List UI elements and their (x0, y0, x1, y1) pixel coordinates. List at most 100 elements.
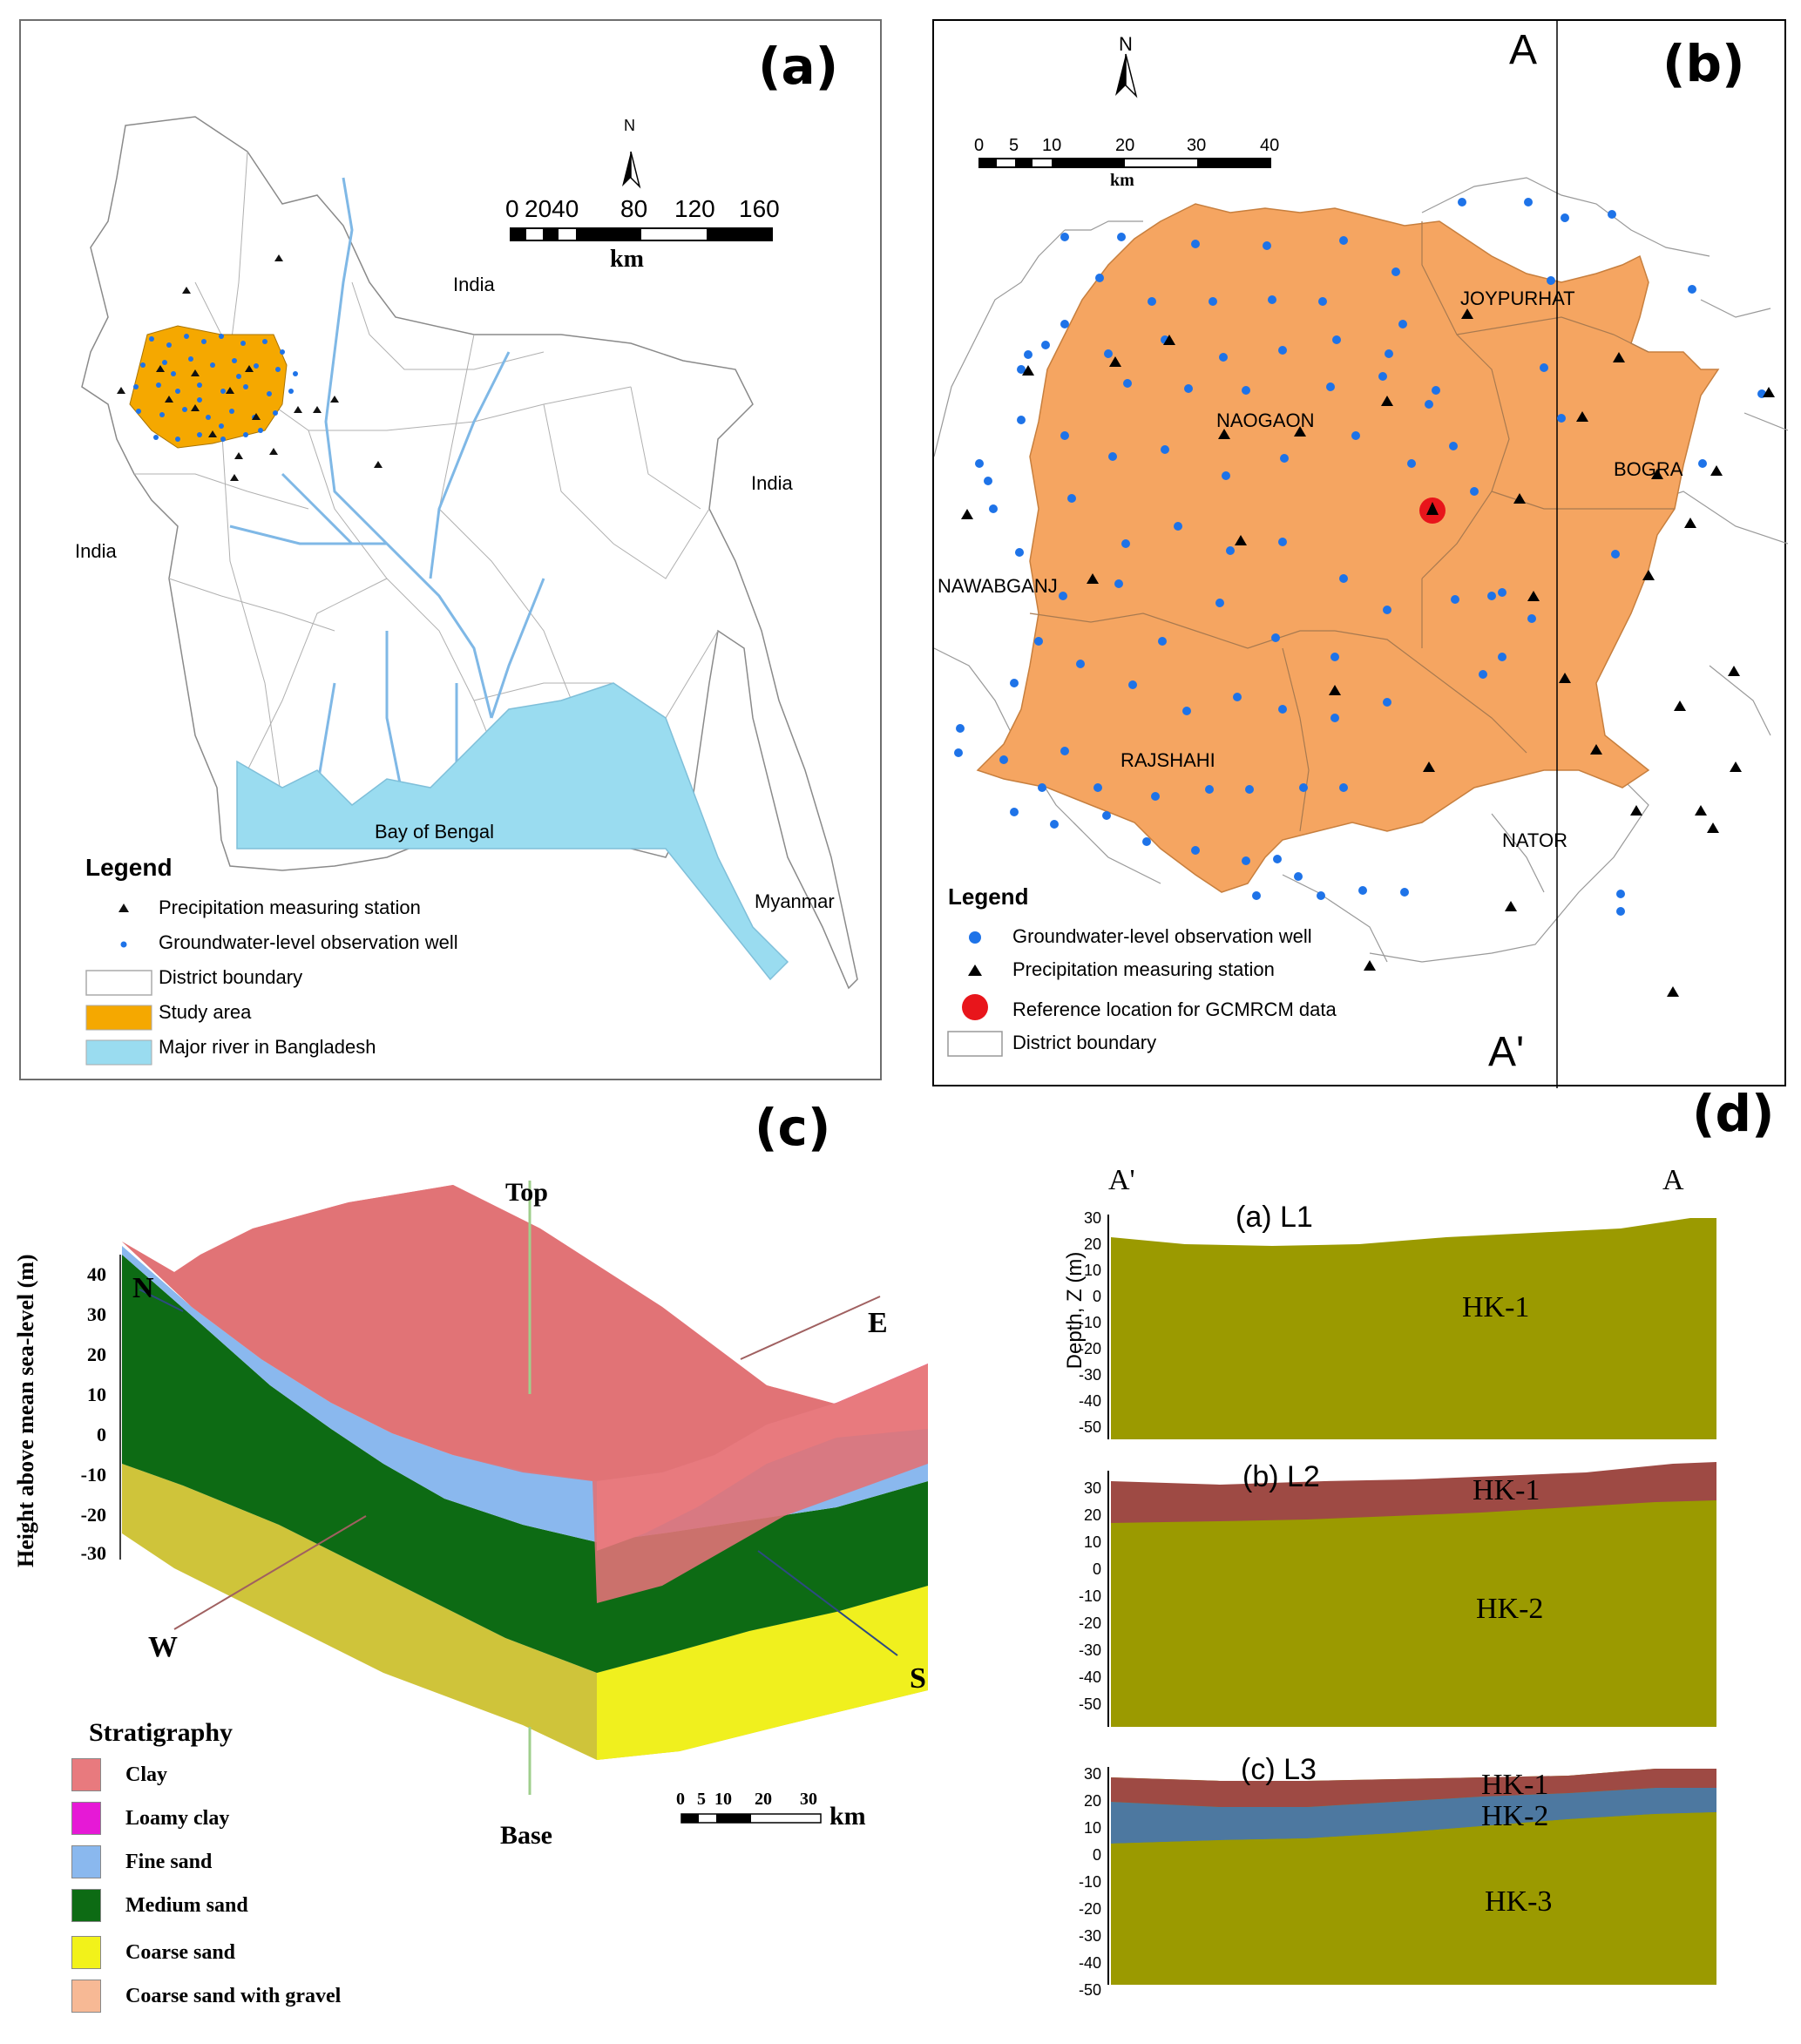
panel-a-label: (a) (758, 37, 839, 96)
north-arrow-a (622, 151, 641, 189)
direction-south: S (910, 1662, 926, 1695)
unit-l3-hk3: HK-3 (1485, 1885, 1553, 1918)
unit-l3-hk1: HK-1 (1481, 1769, 1549, 1801)
section-title-l2: (b) L2 (1242, 1460, 1320, 1493)
tick-l1-0: 30 (1083, 1209, 1101, 1227)
scale-tick-b-1: 5 (1009, 136, 1019, 155)
legend-item-b-district: District boundary (1012, 1032, 1157, 1053)
place-myanmar: Myanmar (755, 890, 835, 912)
tick-l3-1: 20 (1083, 1792, 1101, 1810)
section-title-l3: (c) L3 (1241, 1753, 1317, 1786)
scale-tick-a-0: 0 (505, 195, 519, 222)
section-end-left: A' (1108, 1164, 1135, 1196)
tick-l2-8: -50 (1078, 1695, 1101, 1713)
stations-a (117, 254, 383, 481)
cross-sections (1107, 1215, 1716, 1985)
scale-bar-a (510, 227, 773, 241)
scale-tick-b-4: 30 (1187, 136, 1207, 155)
tick-l2-5: -20 (1078, 1614, 1101, 1632)
panel-b-label: (b) (1662, 34, 1745, 93)
legend-row-fine-sand: Fine sand (71, 1845, 212, 1878)
layer-medium-sand (122, 1255, 928, 1673)
legend-item-b-well: Groundwater-level observation well (1012, 925, 1312, 947)
panel-d-label: (d) (1692, 1084, 1775, 1143)
study-area-a (129, 325, 288, 449)
scale-unit-a: km (610, 246, 644, 273)
stations-b (961, 308, 1775, 997)
legend-title-a: Legend (85, 854, 173, 881)
legend-row-medium-sand: Medium sand (71, 1889, 248, 1922)
legend-label-clay: Clay (125, 1763, 167, 1786)
legend-row-loamy-clay: Loamy clay (71, 1802, 229, 1835)
y-tick-c-6: -20 (80, 1504, 106, 1526)
place-india-north: India (453, 274, 495, 295)
swatch-clay (71, 1758, 101, 1791)
study-area-map (934, 21, 1788, 1088)
tick-l3-6: -30 (1078, 1927, 1101, 1945)
tick-l3-4: -10 (1078, 1873, 1101, 1891)
place-bay-of-bengal: Bay of Bengal (375, 821, 494, 843)
y-tick-c-4: 0 (97, 1424, 106, 1445)
legend-row-clay: Clay (71, 1758, 167, 1791)
district-naogaon: NAOGAON (1216, 409, 1315, 431)
scale-tick-c-1: 5 (697, 1790, 706, 1809)
study-area-b (976, 203, 1720, 893)
legend-item-a-well: Groundwater-level observation well (159, 931, 458, 953)
section-l3 (1107, 1767, 1716, 1985)
legend-item-a-station: Precipitation measuring station (159, 897, 421, 918)
legend-title-c: Stratigraphy (89, 1718, 233, 1747)
scale-tick-a-1: 2040 (525, 195, 579, 222)
tick-l2-0: 30 (1083, 1479, 1101, 1497)
bay-of-bengal (236, 682, 789, 981)
tick-l1-8: -50 (1078, 1418, 1101, 1436)
legend-label-medium-sand: Medium sand (125, 1893, 248, 1917)
section-label-bottom: A' (1488, 1029, 1525, 1075)
axis-label-c: Height above mean sea-level (m) (13, 1254, 38, 1567)
section-end-right: A (1662, 1164, 1684, 1196)
tick-l2-1: 20 (1083, 1506, 1101, 1524)
tick-l1-2: 10 (1083, 1262, 1101, 1279)
unit-l1-hk1: HK-1 (1462, 1291, 1530, 1323)
scale-tick-a-4: 160 (739, 195, 780, 222)
direction-west: W (148, 1631, 178, 1663)
district-rajshahi: RAJSHAHI (1121, 749, 1215, 771)
panel-c-label: (c) (755, 1098, 831, 1157)
tick-l3-8: -50 (1078, 1981, 1101, 1999)
district-boundaries-b (934, 177, 1788, 963)
direction-east: E (868, 1307, 888, 1339)
north-arrow-b (1115, 53, 1138, 98)
ticks-l2: 30 20 10 0 -10 -20 -30 -40 -50 (1060, 1479, 1103, 1732)
panel-c: (c) Height above mean sea-level (m) (0, 1098, 958, 2044)
unit-l3-hk2: HK-2 (1481, 1800, 1549, 1832)
direction-base: Base (500, 1821, 552, 1850)
place-india-west: India (75, 540, 117, 562)
ticks-l3: 30 20 10 0 -10 -20 -30 -40 -50 (1060, 1765, 1103, 2018)
legend-item-b-station: Precipitation measuring station (1012, 958, 1275, 980)
y-tick-c-5: -10 (80, 1464, 106, 1486)
country-outline (81, 116, 858, 990)
tick-l1-3: 0 (1092, 1288, 1101, 1305)
north-label-a: N (624, 117, 635, 134)
scale-tick-b-5: 40 (1260, 136, 1280, 155)
y-tick-c-3: 10 (87, 1384, 106, 1405)
tick-l2-2: 10 (1083, 1533, 1101, 1551)
legend-row-coarse-sand-gravel: Coarse sand with gravel (71, 1980, 341, 2013)
tick-l1-1: 20 (1083, 1235, 1101, 1253)
tick-l1-4: -10 (1078, 1314, 1101, 1331)
panel-d: (d) A' A Depth, Z (m) 30 20 10 0 -10 (958, 1084, 1801, 2044)
river-lines (229, 177, 545, 806)
legend-item-a-study: Study area (159, 1001, 252, 1023)
section-l2 (1107, 1462, 1716, 1727)
tick-l3-5: -20 (1078, 1900, 1101, 1918)
legend-title-b: Legend (948, 883, 1029, 910)
scale-tick-b-0: 0 (974, 136, 985, 155)
place-india-east: India (751, 472, 793, 494)
tick-l3-3: 0 (1092, 1846, 1101, 1864)
tick-l2-3: 0 (1092, 1560, 1101, 1578)
scale-unit-b: km (1110, 171, 1134, 190)
tick-l3-7: -40 (1078, 1954, 1101, 1972)
tick-l1-5: -20 (1078, 1340, 1101, 1357)
legend-item-a-river: Major river in Bangladesh (159, 1036, 376, 1058)
swatch-loamy-clay (71, 1802, 101, 1835)
tick-l1-6: -30 (1078, 1366, 1101, 1384)
